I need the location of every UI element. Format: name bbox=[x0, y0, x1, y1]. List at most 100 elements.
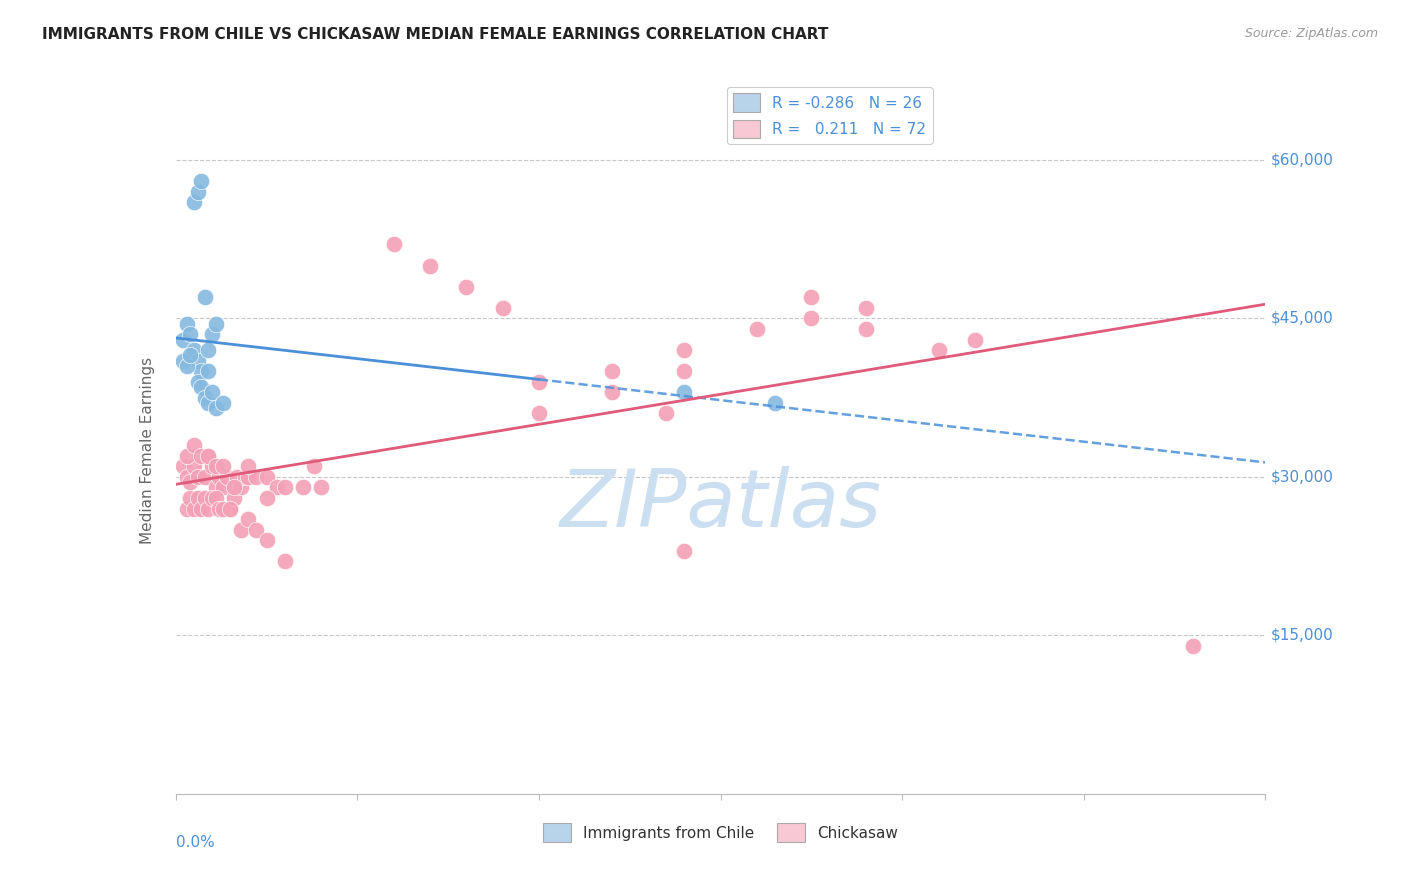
Point bbox=[197, 449, 219, 463]
Point bbox=[382, 237, 405, 252]
Point bbox=[1181, 639, 1204, 653]
Point bbox=[183, 438, 205, 452]
Point bbox=[172, 459, 194, 474]
Point bbox=[238, 459, 260, 474]
Point bbox=[208, 470, 231, 484]
Point bbox=[179, 327, 201, 342]
Point bbox=[186, 353, 209, 368]
Point bbox=[186, 375, 209, 389]
Point bbox=[190, 449, 212, 463]
Point bbox=[245, 470, 267, 484]
Point bbox=[238, 512, 260, 526]
Point bbox=[194, 391, 217, 405]
Legend: Immigrants from Chile, Chickasaw: Immigrants from Chile, Chickasaw bbox=[537, 817, 904, 848]
Point bbox=[456, 279, 478, 293]
Point bbox=[600, 364, 623, 378]
Point bbox=[190, 501, 212, 516]
Point bbox=[256, 470, 278, 484]
Point bbox=[190, 174, 212, 188]
Point bbox=[527, 375, 550, 389]
Point bbox=[197, 364, 219, 378]
Point bbox=[176, 470, 198, 484]
Point bbox=[179, 475, 201, 490]
Point bbox=[179, 491, 201, 505]
Y-axis label: Median Female Earnings: Median Female Earnings bbox=[141, 357, 155, 544]
Point bbox=[222, 491, 245, 505]
Point bbox=[172, 353, 194, 368]
Point bbox=[190, 364, 212, 378]
Point bbox=[183, 459, 205, 474]
Point bbox=[212, 501, 235, 516]
Point bbox=[419, 259, 441, 273]
Point bbox=[309, 480, 332, 494]
Point bbox=[233, 470, 256, 484]
Point bbox=[274, 554, 297, 568]
Text: $15,000: $15,000 bbox=[1271, 628, 1334, 643]
Point bbox=[176, 501, 198, 516]
Point bbox=[194, 290, 217, 304]
Point bbox=[201, 459, 224, 474]
Point bbox=[197, 343, 219, 357]
Point bbox=[204, 459, 226, 474]
Point bbox=[219, 501, 242, 516]
Point bbox=[274, 480, 297, 494]
Point bbox=[204, 317, 226, 331]
Point bbox=[800, 290, 823, 304]
Point bbox=[204, 491, 226, 505]
Point bbox=[197, 501, 219, 516]
Point bbox=[673, 343, 696, 357]
Point bbox=[291, 480, 314, 494]
Text: Source: ZipAtlas.com: Source: ZipAtlas.com bbox=[1244, 27, 1378, 40]
Point bbox=[527, 407, 550, 421]
Point bbox=[179, 348, 201, 362]
Point bbox=[238, 470, 260, 484]
Point bbox=[763, 396, 786, 410]
Point bbox=[231, 523, 253, 537]
Point bbox=[219, 501, 242, 516]
Point bbox=[197, 396, 219, 410]
Point bbox=[183, 195, 205, 210]
Point bbox=[231, 480, 253, 494]
Point bbox=[266, 480, 288, 494]
Point bbox=[256, 533, 278, 548]
Point bbox=[215, 470, 238, 484]
Point bbox=[212, 480, 235, 494]
Text: $30,000: $30,000 bbox=[1271, 469, 1334, 484]
Point bbox=[204, 480, 226, 494]
Point bbox=[186, 185, 209, 199]
Point bbox=[183, 501, 205, 516]
Point bbox=[201, 327, 224, 342]
Point bbox=[194, 470, 217, 484]
Point bbox=[302, 459, 325, 474]
Point bbox=[256, 491, 278, 505]
Point bbox=[673, 385, 696, 400]
Point bbox=[201, 491, 224, 505]
Point bbox=[928, 343, 950, 357]
Point bbox=[963, 333, 986, 347]
Point bbox=[201, 385, 224, 400]
Text: ZIPatlas: ZIPatlas bbox=[560, 467, 882, 544]
Point bbox=[208, 501, 231, 516]
Point bbox=[222, 480, 245, 494]
Point bbox=[186, 470, 209, 484]
Point bbox=[673, 544, 696, 558]
Point bbox=[197, 449, 219, 463]
Point bbox=[673, 364, 696, 378]
Text: $45,000: $45,000 bbox=[1271, 311, 1334, 326]
Point bbox=[212, 459, 235, 474]
Point bbox=[855, 301, 877, 315]
Point bbox=[172, 333, 194, 347]
Point bbox=[176, 449, 198, 463]
Point bbox=[600, 385, 623, 400]
Point bbox=[194, 491, 217, 505]
Point bbox=[212, 396, 235, 410]
Point bbox=[492, 301, 515, 315]
Point bbox=[176, 317, 198, 331]
Point bbox=[655, 407, 678, 421]
Point bbox=[190, 491, 212, 505]
Point bbox=[190, 380, 212, 394]
Point bbox=[204, 401, 226, 416]
Point bbox=[745, 322, 768, 336]
Text: $60,000: $60,000 bbox=[1271, 153, 1334, 168]
Point bbox=[855, 322, 877, 336]
